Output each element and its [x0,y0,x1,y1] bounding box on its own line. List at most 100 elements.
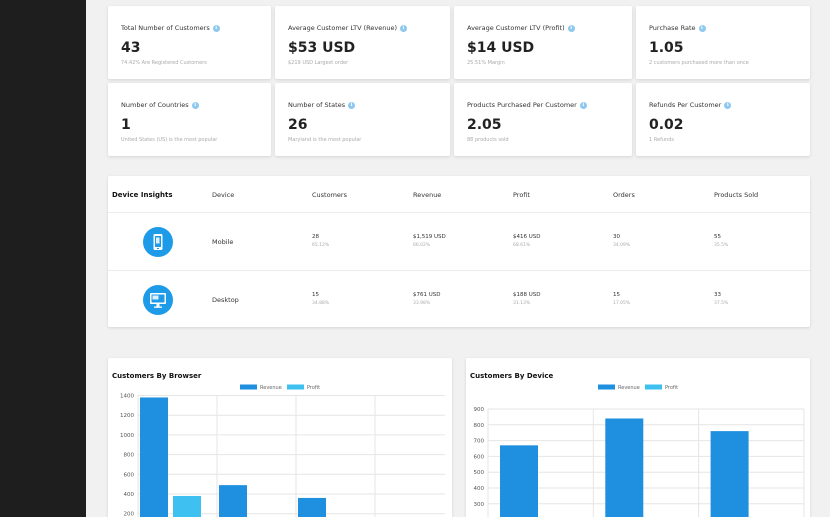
kpi-label: Total Number of Customers [121,24,210,32]
info-icon[interactable]: i [724,101,732,109]
kpi-subtext: 88 products sold [467,137,509,143]
customers-by-browser-chart: Customers By Browser Revenue Profit 1400 12… [108,358,452,517]
kpi-subtext: Maryland is the most popular [288,137,362,143]
column-header-revenue: Revenue [413,191,442,199]
products-percent: 35.5% [714,243,729,248]
kpi-card-states: Number of States i 26 Maryland is the mos… [275,83,450,156]
orders-percent: 34.09% [613,243,631,248]
kpi-subtext: 2 customers purchased more than once [649,60,749,66]
kpi-card-products-per-customer: Products Purchased Per Customer i 2.05 88… [454,83,632,156]
revenue-value: $761 USD [413,292,441,298]
bar-revenue [710,431,749,517]
y-tick-label: 300 [474,502,485,508]
revenue-cell: $761 USD 33.98% [413,292,441,306]
orders-cell: 30 34.09% [613,234,630,248]
info-icon[interactable]: i [579,101,587,109]
kpi-label: Average Customer LTV (Profit) [467,24,565,32]
kpi-value: 43 [121,40,141,56]
bar-revenue [500,445,538,517]
bar-profit [173,495,201,517]
customers-percent: 34.88% [312,301,330,306]
bar-revenue [298,497,326,517]
kpi-value: 1 [121,117,131,133]
customers-cell: 28 65.12% [312,234,329,248]
products-value: 55 [714,234,721,240]
legend-swatch-revenue [240,384,257,390]
info-icon[interactable]: i [400,24,407,32]
device-name: Desktop [212,296,239,304]
profit-cell: $416 USD 68.61% [513,234,541,248]
bar-revenue [140,397,168,517]
products-value: 33 [714,292,721,298]
device-name: Mobile [212,238,234,246]
y-tick-label: 700 [474,439,485,445]
table-row: Desktop 15 34.88% $761 USD 33.98% $188 U… [108,271,810,329]
profit-percent: 68.61% [513,243,531,248]
y-tick-label: 1200 [120,413,134,419]
kpi-value: 2.05 [467,117,502,133]
y-tick-label: 600 [474,454,485,460]
column-header-customers: Customers [312,191,347,199]
customers-value: 15 [312,292,319,298]
kpi-value: 1.05 [649,40,684,56]
kpi-label: Products Purchased Per Customer [467,101,577,109]
column-header-device: Device [212,191,235,199]
column-header-orders: Orders [613,191,635,199]
y-tick-label: 800 [474,423,485,429]
chart-plot: RevenueProfit900800700600500400300200 [474,384,805,517]
legend-swatch-revenue [598,384,615,390]
legend-swatch-profit [645,384,662,390]
column-header-products-sold: Products Sold [714,191,759,199]
legend-label-revenue: Revenue [618,385,640,391]
kpi-label: Number of Countries [121,101,189,109]
kpi-card-countries: Number of Countries i 1 United States (US… [108,83,271,156]
kpi-card-ltv-revenue: Average Customer LTV (Revenue) i $53 USD … [275,6,450,79]
customers-percent: 65.12% [312,243,330,248]
legend-swatch-profit [287,384,304,390]
kpi-value: 26 [288,117,308,133]
device-insights-table: Device Insights Device Customers Revenue… [108,176,810,327]
kpi-subtext: 25.51% Margin [467,60,505,66]
revenue-percent: 33.98% [413,301,431,306]
profit-value: $416 USD [513,234,541,240]
table-row: Mobile 28 65.12% $1,519 USD 66.02% $416 … [108,213,810,271]
mobile-phone-icon [143,227,173,257]
bar-revenue [605,418,644,517]
revenue-percent: 66.02% [413,243,431,248]
kpi-card-ltv-profit: Average Customer LTV (Profit) i $14 USD 2… [454,6,632,79]
customers-value: 28 [312,234,319,240]
desktop-monitor-icon [143,285,173,315]
kpi-value: $53 USD [288,40,356,56]
info-icon[interactable]: i [212,24,220,32]
info-icon[interactable]: i [348,101,356,109]
kpi-value: 0.02 [649,117,684,133]
chart-plot: Revenue Profit 1400 1200 1000 800 600 400 200 [120,384,445,517]
profit-value: $188 USD [513,292,541,298]
table-title: Device Insights [112,191,173,199]
bar-revenue [219,485,247,517]
kpi-card-purchase-rate: Purchase Rate i 1.05 2 customers purchase… [636,6,810,79]
table-header: Device Insights Device Customers Revenue… [108,176,810,213]
y-tick-label: 500 [474,470,485,476]
kpi-subtext: $219 USD Largest order [288,60,349,66]
y-tick-label: 900 [474,407,485,413]
profit-percent: 31.13% [513,301,531,306]
customers-by-device-chart: Customers By Device Revenue Profit 900 800 7… [466,358,810,517]
y-tick-label: 400 [474,486,485,492]
y-tick-label: 800 [124,453,135,459]
info-icon[interactable]: i [698,24,706,32]
kpi-label: Refunds Per Customer [649,101,722,109]
chart-title: Customers By Browser [112,372,202,380]
y-tick-label: 400 [124,492,135,498]
info-icon[interactable]: i [567,24,575,32]
orders-value: 30 [613,234,620,240]
info-icon[interactable]: i [191,101,199,109]
legend-label-revenue: Revenue [260,385,282,391]
chart-title: Customers By Device [470,372,554,380]
kpi-subtext: 74.42% Are Registered Customers [121,60,207,66]
products-percent: 37.5% [714,301,729,306]
y-tick-label: 1400 [120,394,134,400]
kpi-subtext: United States (US) is the most popular [121,137,218,143]
kpi-label: Average Customer LTV (Revenue) [288,24,397,32]
legend-label-profit: Profit [307,385,320,391]
